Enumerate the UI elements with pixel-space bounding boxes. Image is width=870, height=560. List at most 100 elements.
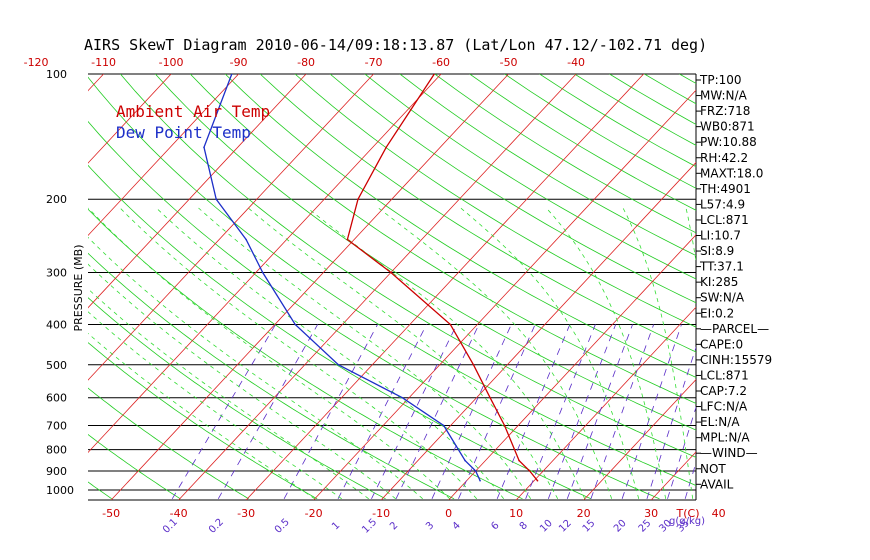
isotherm-line: [0, 74, 36, 500]
mixing-ratio-line: [525, 324, 596, 499]
bottom-temp-tick-label: 30: [644, 507, 658, 520]
dry-adiabat-line: [644, 74, 696, 105]
mixing-ratio-line: [283, 324, 378, 500]
moist-adiabat-line: [88, 288, 369, 500]
dewpoint-point: [261, 271, 264, 274]
top-temp-tick-label: -90: [230, 56, 248, 69]
stability-index: TT:37.1: [699, 260, 744, 274]
pressure-tick-label: 1000: [46, 484, 74, 497]
stability-index: WB0:871: [700, 120, 755, 134]
isotherm-line: [515, 306, 696, 500]
mixing-ratio-line: [646, 346, 696, 499]
moist-adiabat-line: [198, 207, 532, 500]
moist-adiabat-line: [119, 207, 477, 500]
top-temp-tick-label: -40: [567, 56, 585, 69]
isotherm-line: [110, 74, 509, 500]
mixing-ratio-tick-label: 20: [612, 518, 629, 535]
moist-adiabat-line: [307, 207, 586, 499]
pressure-tick-label: 100: [46, 68, 67, 81]
bottom-temp-tick-label: 40: [712, 507, 726, 520]
stability-index: —WIND—: [700, 446, 758, 460]
stability-index: EL:N/A: [700, 415, 740, 429]
stability-index: LCL:871: [700, 368, 749, 382]
dry-adiabat-line: [88, 434, 181, 500]
pressure-tick-label: 600: [46, 392, 67, 405]
stability-index: CAPE:0: [700, 337, 743, 351]
temperature-point: [528, 470, 531, 472]
chart-title: AIRS SkewT Diagram 2010-06-14/09:18:13.8…: [84, 36, 708, 54]
temperature-point: [472, 364, 475, 366]
moist-adiabat-line: [88, 263, 396, 500]
temperature-point: [503, 424, 506, 427]
dry-adiabat-line: [88, 76, 696, 486]
mixing-ratio-tick-label: 3: [424, 520, 436, 532]
temperature-point: [390, 271, 392, 274]
pressure-tick-label: 300: [46, 266, 67, 279]
dry-adiabat-line: [819, 74, 870, 499]
stability-index: LI:10.7: [700, 229, 741, 243]
stability-index: KI:285: [700, 275, 738, 289]
mixing-ratio-tick-label: 10: [538, 518, 555, 535]
moist-adiabat-line: [88, 236, 423, 500]
isotherm-line: [313, 89, 696, 500]
temp-unit-label: T(C): [676, 507, 700, 520]
temperature-point: [449, 323, 452, 326]
mixing-ratio-line: [547, 324, 617, 499]
dewpoint-point: [479, 479, 481, 482]
bottom-temp-tick-label: -20: [305, 507, 323, 520]
mixing-ratio-line: [431, 324, 512, 499]
stability-index: —PARCEL—: [700, 322, 769, 336]
stability-index: L57:4.9: [700, 197, 745, 211]
dry-adiabat-line: [88, 120, 660, 500]
mixing-ratio-tick-label: 0.5: [273, 517, 292, 536]
mixing-ratio-tick-label: 1: [330, 520, 342, 532]
mixing-ratio-line: [566, 324, 633, 499]
bottom-temp-tick-label: 10: [509, 507, 523, 520]
isotherm-line: [854, 74, 870, 500]
dewpoint-point: [231, 74, 233, 75]
stability-index: EI:0.2: [700, 306, 734, 320]
isotherm-lines: [0, 74, 870, 500]
stability-index: TP:100: [699, 73, 742, 87]
dewpoint-point: [215, 198, 217, 200]
isotherm-line: [88, 74, 172, 164]
moist-adiabat-line: [622, 207, 694, 499]
stability-index: MW:N/A: [700, 89, 748, 103]
dry-adiabat-line: [189, 74, 696, 404]
legend-dew-point: Dew Point Temp: [116, 123, 251, 142]
sounding-series: [203, 74, 539, 482]
top-temp-tick-label: -120: [24, 56, 49, 69]
temperature-point: [346, 238, 349, 241]
dry-adiabat-line: [749, 74, 870, 499]
dewpoint-point: [474, 470, 477, 472]
bottom-temp-tick-label: -40: [170, 507, 188, 520]
bottom-temp-tick-label: -50: [102, 507, 120, 520]
moist-adiabat-line: [88, 332, 315, 500]
dry-adiabat-line: [469, 74, 696, 211]
dry-adiabat-line: [155, 74, 696, 431]
temperature-point: [536, 479, 539, 482]
stability-index: SW:N/A: [700, 291, 745, 305]
top-temp-tick-label: -60: [432, 56, 450, 69]
moist-adiabat-line: [546, 207, 667, 499]
dry-adiabat-line: [88, 252, 455, 500]
bottom-temp-tick-label: 0: [445, 507, 452, 520]
pressure-tick-label: 700: [46, 420, 67, 433]
dry-adiabat-line: [88, 342, 318, 500]
dry-adiabat-line: [784, 74, 870, 499]
top-temp-tick-label: -50: [500, 56, 518, 69]
isotherm-line: [650, 451, 696, 500]
mixing-ratio-tick-label: 8: [518, 520, 530, 532]
bottom-temp-tick-label: 20: [577, 507, 591, 520]
moist-adiabat-line: [460, 207, 640, 499]
temperature-point: [385, 146, 388, 149]
mixing-ratio-unit-label: g(g/kg): [669, 516, 705, 527]
dry-adiabat-line: [224, 74, 696, 378]
pressure-tick-label: 400: [46, 318, 67, 331]
isotherm-line: [583, 378, 696, 500]
moist-adiabat-line: [247, 207, 559, 499]
isotherm-line: [786, 74, 870, 500]
top-temp-tick-label: -110: [91, 56, 116, 69]
